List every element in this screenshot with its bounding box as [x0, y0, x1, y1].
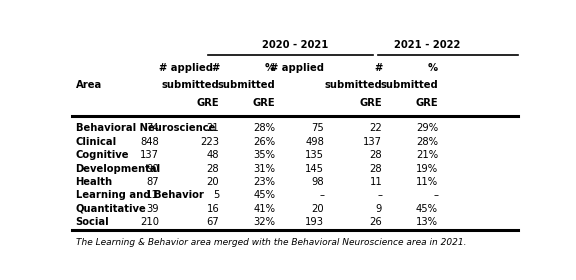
Text: 223: 223: [200, 137, 219, 147]
Text: GRE: GRE: [252, 98, 275, 108]
Text: submitted: submitted: [217, 80, 275, 90]
Text: 9: 9: [376, 204, 382, 214]
Text: GRE: GRE: [415, 98, 438, 108]
Text: 20: 20: [312, 204, 324, 214]
Text: 16: 16: [207, 204, 219, 214]
Text: 90: 90: [146, 164, 159, 174]
Text: 28%: 28%: [416, 137, 438, 147]
Text: 848: 848: [141, 137, 159, 147]
Text: 29%: 29%: [416, 123, 438, 134]
Text: 98: 98: [312, 177, 324, 187]
Text: # applied: # applied: [159, 63, 213, 73]
Text: 5: 5: [213, 190, 219, 200]
Text: 19%: 19%: [416, 164, 438, 174]
Text: 145: 145: [305, 164, 324, 174]
Text: 48: 48: [207, 150, 219, 160]
Text: 2020 - 2021: 2020 - 2021: [262, 40, 328, 50]
Text: submitted: submitted: [324, 80, 382, 90]
Text: #: #: [374, 63, 382, 73]
Text: 28: 28: [370, 164, 382, 174]
Text: 39: 39: [146, 204, 159, 214]
Text: 28: 28: [370, 150, 382, 160]
Text: 67: 67: [207, 217, 219, 227]
Text: GRE: GRE: [196, 98, 219, 108]
Text: 45%: 45%: [416, 204, 438, 214]
Text: 11%: 11%: [416, 177, 438, 187]
Text: 193: 193: [305, 217, 324, 227]
Text: 74: 74: [146, 123, 159, 134]
Text: # applied: # applied: [270, 63, 324, 73]
Text: 26: 26: [369, 217, 382, 227]
Text: 26%: 26%: [253, 137, 275, 147]
Text: submitted: submitted: [161, 80, 219, 90]
Text: Health: Health: [75, 177, 113, 187]
Text: 11: 11: [369, 177, 382, 187]
Text: 31%: 31%: [253, 164, 275, 174]
Text: 137: 137: [363, 137, 382, 147]
Text: submitted: submitted: [380, 80, 438, 90]
Text: 21%: 21%: [416, 150, 438, 160]
Text: 32%: 32%: [253, 217, 275, 227]
Text: –: –: [319, 190, 324, 200]
Text: GRE: GRE: [359, 98, 382, 108]
Text: %: %: [428, 63, 438, 73]
Text: 21: 21: [207, 123, 219, 134]
Text: 35%: 35%: [253, 150, 275, 160]
Text: –: –: [433, 190, 438, 200]
Text: Clinical: Clinical: [75, 137, 117, 147]
Text: Developmental: Developmental: [75, 164, 161, 174]
Text: 498: 498: [305, 137, 324, 147]
Text: Learning and Behavior: Learning and Behavior: [75, 190, 203, 200]
Text: 75: 75: [312, 123, 324, 134]
Text: Area: Area: [75, 80, 102, 90]
Text: Quantitative: Quantitative: [75, 204, 146, 214]
Text: 11: 11: [146, 190, 159, 200]
Text: 13%: 13%: [416, 217, 438, 227]
Text: Social: Social: [75, 217, 109, 227]
Text: 28: 28: [207, 164, 219, 174]
Text: Behavioral Neuroscience: Behavioral Neuroscience: [75, 123, 215, 134]
Text: 210: 210: [140, 217, 159, 227]
Text: %: %: [265, 63, 275, 73]
Text: 28%: 28%: [253, 123, 275, 134]
Text: 135: 135: [305, 150, 324, 160]
Text: Cognitive: Cognitive: [75, 150, 129, 160]
Text: 87: 87: [146, 177, 159, 187]
Text: 2021 - 2022: 2021 - 2022: [394, 40, 460, 50]
Text: 23%: 23%: [253, 177, 275, 187]
Text: 22: 22: [369, 123, 382, 134]
Text: 137: 137: [140, 150, 159, 160]
Text: 45%: 45%: [253, 190, 275, 200]
Text: The Learning & Behavior area merged with the Behavioral Neuroscience area in 202: The Learning & Behavior area merged with…: [75, 238, 466, 247]
Text: 41%: 41%: [253, 204, 275, 214]
Text: #: #: [211, 63, 219, 73]
Text: –: –: [377, 190, 382, 200]
Text: 20: 20: [207, 177, 219, 187]
